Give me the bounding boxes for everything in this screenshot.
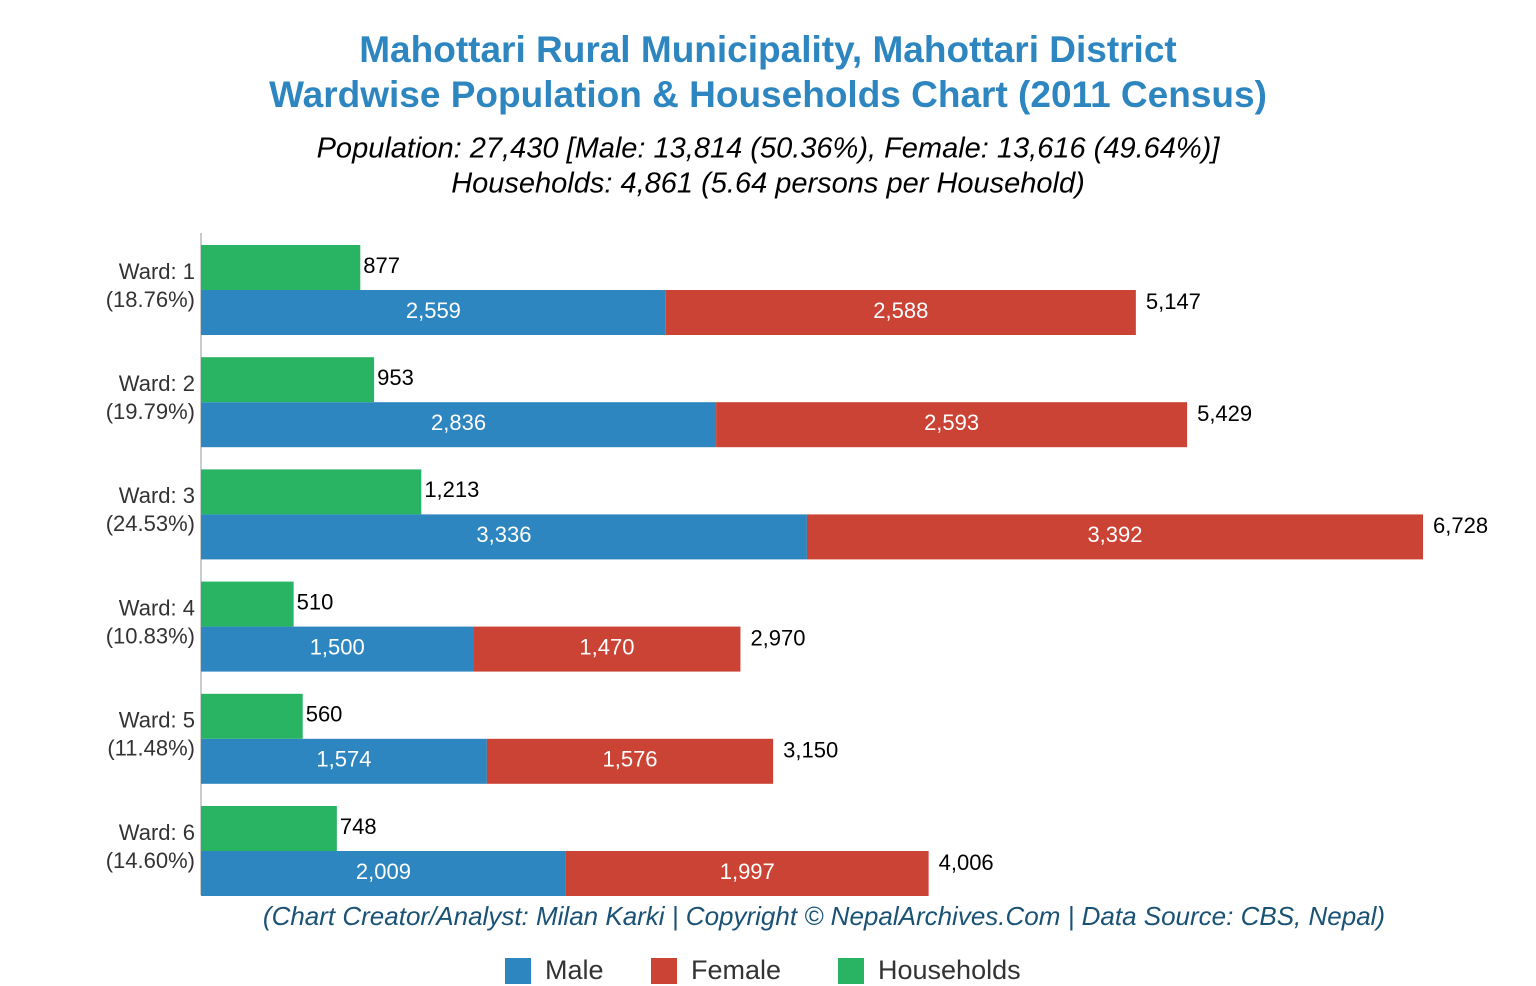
chart-subtitle: Population: 27,430 [Male: 13,814 (50.36%… (317, 133, 1221, 165)
value-label: 2,836 (431, 410, 486, 435)
value-label: 2,559 (406, 298, 461, 323)
bar-segment (201, 626, 474, 672)
category-label: Ward: 2 (119, 371, 195, 396)
total-label: 5,147 (1146, 289, 1201, 314)
bar-segment (806, 514, 1424, 560)
total-label: 3,150 (783, 738, 838, 763)
value-label: 3,392 (1087, 522, 1142, 547)
value-label: 1,576 (602, 747, 657, 772)
legend-label: Male (545, 955, 604, 985)
bar-segment (716, 402, 1188, 448)
chart-title: Mahottari Rural Municipality, Mahottari … (359, 29, 1177, 70)
bar-segment (201, 851, 566, 896)
value-label: 1,500 (310, 634, 365, 659)
value-label: 510 (297, 589, 334, 614)
value-label: 1,574 (316, 747, 371, 772)
legend-label: Households (878, 955, 1021, 985)
category-sublabel: (14.60%) (106, 848, 195, 873)
category-label: Ward: 5 (119, 708, 195, 733)
households-bar (201, 693, 303, 739)
category-sublabel: (10.83%) (106, 623, 195, 648)
category-sublabel: (24.53%) (106, 511, 195, 536)
bar-segment (201, 514, 807, 560)
value-label: 2,593 (924, 410, 979, 435)
value-label: 2,588 (873, 298, 928, 323)
category-label: Ward: 1 (119, 259, 195, 284)
bar-segment (565, 851, 929, 896)
footer: (Chart Creator/Analyst: Milan Karki | Co… (263, 901, 1385, 931)
value-label: 3,336 (476, 522, 531, 547)
category-label: Ward: 4 (119, 595, 195, 620)
value-label: 1,470 (579, 634, 634, 659)
value-label: 877 (363, 253, 400, 278)
bar-segment (486, 738, 774, 784)
households-bar (201, 806, 337, 851)
total-label: 5,429 (1197, 401, 1252, 426)
category-sublabel: (19.79%) (106, 399, 195, 424)
legend-swatch (838, 958, 864, 984)
category-label: Ward: 3 (119, 483, 195, 508)
households-bar (201, 469, 422, 515)
value-label: 1,213 (424, 477, 479, 502)
legend-label: Female (691, 955, 781, 985)
bar-segment (201, 738, 487, 784)
households-bar (201, 245, 361, 290)
value-label: 1,997 (720, 859, 775, 884)
total-label: 2,970 (750, 625, 805, 650)
category-sublabel: (18.76%) (106, 287, 195, 312)
value-label: 748 (340, 814, 377, 839)
bar-segment (665, 290, 1136, 335)
chart-title: Wardwise Population & Households Chart (… (269, 74, 1267, 115)
bar-segment (201, 290, 666, 335)
households-bar (201, 581, 294, 627)
chart-subtitle: Households: 4,861 (5.64 persons per Hous… (451, 168, 1085, 200)
category-sublabel: (11.48%) (107, 736, 195, 761)
legend-swatch (651, 958, 677, 984)
bar-segment (201, 402, 717, 448)
total-label: 4,006 (939, 850, 994, 875)
value-label: 2,009 (356, 859, 411, 884)
value-label: 560 (306, 702, 343, 727)
value-label: 953 (377, 365, 414, 390)
category-label: Ward: 6 (119, 820, 195, 845)
legend-swatch (505, 958, 531, 984)
bar-segment (473, 626, 741, 672)
households-bar (201, 357, 375, 403)
total-label: 6,728 (1433, 513, 1488, 538)
